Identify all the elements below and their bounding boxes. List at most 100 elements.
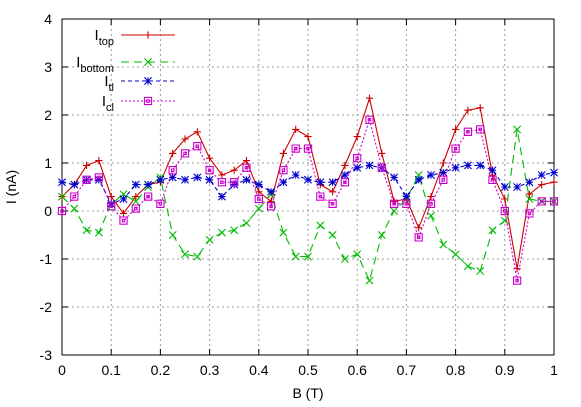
data-point-marker [254,204,263,213]
data-point-marker [131,204,140,213]
data-point-marker [242,175,251,184]
data-point-marker [131,180,140,189]
data-point-marker [168,231,177,239]
data-point-marker [181,250,189,259]
data-point-marker [549,197,559,206]
data-point-marker [205,166,214,175]
data-point-marker [107,202,116,211]
x-tick-label: 0.7 [397,362,417,378]
x-tick-label: 0.1 [101,362,121,378]
data-point-marker [365,161,374,170]
data-point-marker [218,171,226,179]
data-point-marker [463,262,472,271]
data-point-marker [550,178,558,186]
data-point-marker [476,104,484,112]
data-point-marker [82,226,91,235]
data-point-marker [451,144,460,153]
data-point-marker [537,197,546,206]
y-axis-label: I (nA) [3,170,19,204]
y-tick-label: 2 [44,107,52,123]
data-point-marker [230,180,239,189]
data-point-marker [230,226,239,235]
x-tick-label: 0.2 [151,362,171,378]
data-point-marker [303,144,313,153]
data-point-marker [340,255,349,263]
data-point-marker [353,154,362,163]
data-point-marker [94,173,104,182]
series-cl [57,115,559,285]
data-point-marker [206,154,214,162]
data-point-marker [439,175,448,184]
legend-item-bottom: Ibottom [76,54,175,75]
data-point-marker [340,171,349,179]
x-axis-label: B (T) [292,385,323,401]
data-point-marker [83,161,91,169]
data-point-marker [254,180,263,189]
data-point-marker [316,192,325,201]
data-point-marker [365,94,374,102]
data-point-marker [144,31,152,39]
data-point-marker [291,252,300,261]
legend-label: Itop [95,27,114,48]
data-point-marker [439,159,447,167]
data-point-marker [476,161,485,170]
legend-label: Itl [104,73,114,94]
data-point-marker [451,250,460,259]
data-point-marker [217,178,227,187]
data-point-marker [156,175,165,184]
data-point-marker [291,144,300,153]
data-point-marker [439,240,448,249]
data-point-marker [525,195,534,203]
x-tick-label: 0.9 [495,362,515,378]
data-point-marker [378,149,386,157]
data-point-marker [70,192,79,201]
data-point-marker [180,149,190,158]
data-point-marker [414,233,423,242]
data-point-marker [95,157,103,165]
data-point-marker [205,175,214,184]
data-point-marker [291,171,300,179]
data-point-marker [402,199,411,208]
data-point-marker [304,133,312,141]
data-point-marker [329,188,337,196]
data-point-marker [316,221,325,230]
axis-ticks: 0 0.1 0.2 0.3 0.4 0.5 0.6 0.7 0.8 0.9 1 -3 -2 -1 0 1 2 3 4 [40,11,559,378]
data-point-marker [538,181,546,189]
data-point-marker [70,180,79,189]
data-point-marker [119,216,128,225]
y-tick-label: -1 [40,251,53,267]
y-tick-label: 4 [44,11,52,27]
x-tick-label: 0.8 [446,362,466,378]
y-tick-label: -2 [40,299,53,315]
data-point-marker [304,252,312,261]
data-point-marker [279,178,288,187]
data-point-marker [427,193,435,201]
legend-label: Icl [102,93,114,114]
data-point-marker [414,175,423,184]
data-point-marker [537,197,546,206]
data-point-marker [107,199,116,208]
data-point-marker [525,190,533,198]
data-point-marker [525,178,534,187]
data-point-marker [328,231,337,239]
data-point-marker [353,250,362,259]
data-point-marker [451,163,460,172]
data-point-marker [390,197,398,205]
x-tick-label: 0.3 [200,362,220,378]
data-point-marker [181,175,189,184]
data-point-marker [169,149,177,157]
data-point-marker [279,228,288,237]
data-point-marker [70,204,79,213]
data-point-marker [143,96,153,106]
data-point-marker [365,115,374,124]
x-tick-label: 0 [58,362,66,378]
data-point-marker [389,199,399,208]
data-point-marker [57,206,67,216]
data-point-marker [205,235,214,244]
data-point-marker [255,188,263,196]
data-point-marker [107,193,115,201]
data-point-marker [500,183,509,191]
grid [62,19,554,355]
data-point-marker [390,207,399,215]
